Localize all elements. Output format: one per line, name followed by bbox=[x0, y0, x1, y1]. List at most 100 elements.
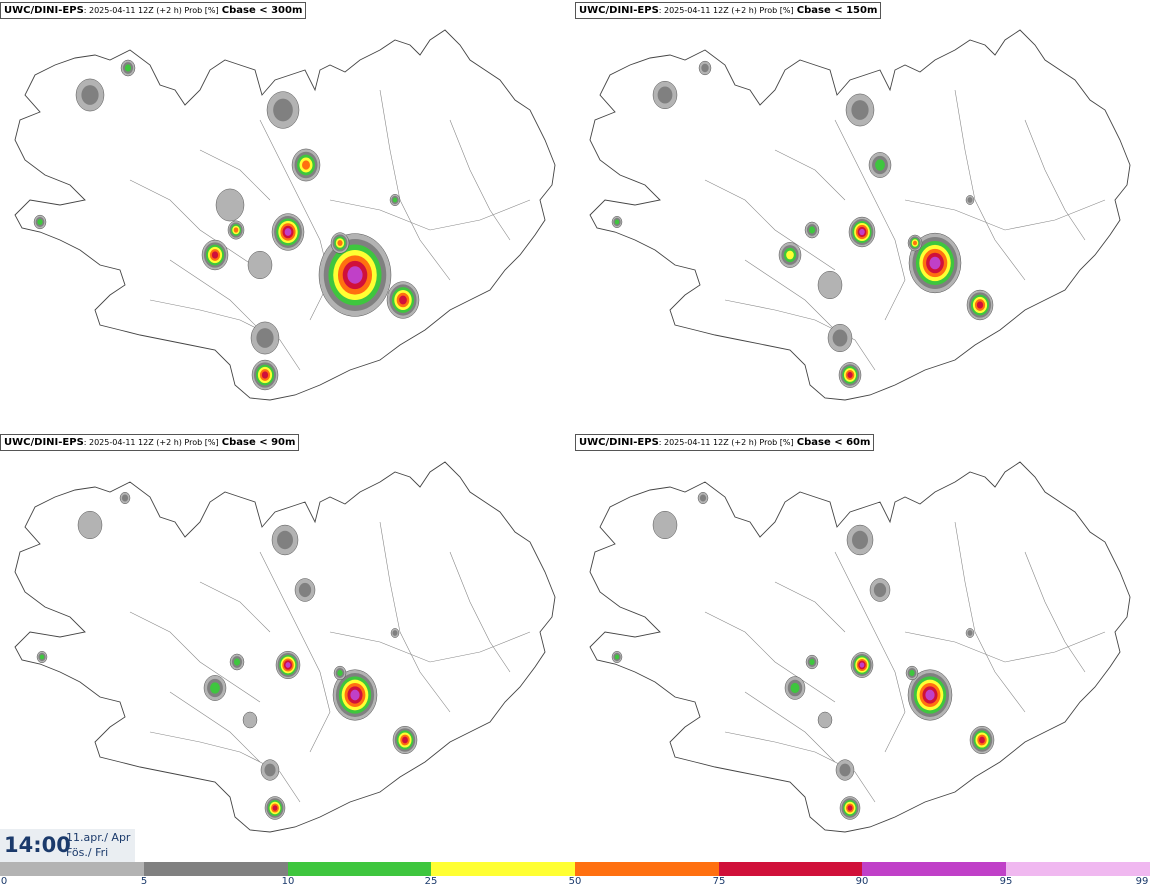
probability-area bbox=[389, 194, 401, 206]
probability-contour bbox=[81, 85, 99, 105]
coastline bbox=[14, 461, 556, 833]
probability-area bbox=[392, 726, 418, 755]
probability-contour bbox=[284, 228, 292, 236]
colorbar-segment-90-95 bbox=[862, 862, 1006, 876]
model-name: UWC/DINI-EPS bbox=[4, 437, 84, 448]
iceland-map bbox=[589, 29, 1131, 401]
colorbar-segment-0-5 bbox=[0, 862, 144, 876]
region-boundary bbox=[724, 299, 876, 371]
region-boundary bbox=[954, 521, 1026, 713]
probability-contour bbox=[272, 805, 278, 811]
threshold-label: Cbase < 60m bbox=[796, 437, 871, 448]
probability-contour bbox=[786, 250, 794, 260]
region-boundary bbox=[199, 149, 271, 201]
probability-contour bbox=[210, 682, 220, 694]
probability-area bbox=[869, 578, 891, 602]
probability-contour bbox=[77, 510, 103, 539]
probability-contour bbox=[976, 301, 984, 309]
valid-time-box: 14:00 11.apr./ Apr Fös./ Fri bbox=[0, 829, 135, 862]
iceland-map bbox=[14, 461, 556, 833]
valid-date: 11.apr./ Apr bbox=[66, 831, 131, 844]
probability-area bbox=[817, 271, 843, 300]
probability-area bbox=[838, 362, 862, 388]
region-boundary bbox=[904, 199, 1106, 231]
probability-contour bbox=[614, 654, 620, 660]
probability-contour bbox=[39, 654, 45, 660]
probability-area bbox=[386, 281, 420, 319]
probability-contour bbox=[614, 219, 620, 225]
probability-area bbox=[778, 242, 802, 268]
probability-area bbox=[264, 796, 286, 820]
run-info: : 2025-04-11 12Z (+2 h) Prob [%] bbox=[83, 438, 219, 447]
probability-area bbox=[250, 321, 280, 355]
region-boundary bbox=[834, 119, 906, 321]
map-panel-3: UWC/DINI-EPS: 2025-04-11 12Z (+2 h) Prob… bbox=[0, 432, 575, 862]
region-boundary bbox=[449, 551, 511, 673]
probability-contour bbox=[808, 226, 816, 234]
model-name: UWC/DINI-EPS bbox=[4, 5, 84, 16]
probability-contour bbox=[967, 630, 973, 636]
colorbar-segment-10-25 bbox=[288, 862, 431, 876]
probability-area bbox=[835, 759, 855, 781]
probability-contour bbox=[832, 329, 848, 347]
colorbar-segment-5-10 bbox=[144, 862, 288, 876]
probability-area bbox=[271, 524, 299, 556]
probability-contour bbox=[233, 658, 241, 666]
run-info: : 2025-04-11 12Z (+2 h) Prob [%] bbox=[83, 6, 219, 15]
map-panel-1: UWC/DINI-EPS: 2025-04-11 12Z (+2 h) Prob… bbox=[0, 0, 575, 430]
probability-contour bbox=[873, 582, 887, 598]
region-boundary bbox=[149, 731, 301, 803]
run-info: : 2025-04-11 12Z (+2 h) Prob [%] bbox=[658, 6, 794, 15]
probability-contour bbox=[847, 805, 853, 811]
region-boundary bbox=[379, 521, 451, 713]
probability-contour bbox=[277, 530, 293, 550]
probability-contour bbox=[273, 98, 293, 122]
probability-contour bbox=[809, 658, 815, 666]
region-boundary bbox=[954, 89, 1026, 281]
region-boundary bbox=[449, 119, 511, 241]
colorbar-segment-50-75 bbox=[575, 862, 719, 876]
probability-area bbox=[965, 195, 975, 205]
probability-area bbox=[805, 654, 819, 670]
probability-area bbox=[907, 234, 923, 252]
run-info: : 2025-04-11 12Z (+2 h) Prob [%] bbox=[658, 438, 794, 447]
probability-contour bbox=[233, 227, 239, 233]
coastline bbox=[589, 29, 1131, 401]
probability-area bbox=[839, 796, 861, 820]
probability-contour bbox=[399, 295, 407, 305]
probability-area bbox=[242, 711, 258, 729]
probability-contour bbox=[261, 371, 269, 379]
probability-contour bbox=[925, 689, 935, 701]
probability-contour bbox=[302, 160, 310, 170]
region-boundary bbox=[724, 731, 876, 803]
probability-contour bbox=[264, 763, 276, 777]
probability-contour bbox=[699, 494, 707, 502]
colorbar-tick-99: 99 bbox=[1135, 876, 1149, 887]
probability-area bbox=[229, 653, 245, 671]
probability-area bbox=[846, 524, 874, 556]
map-panel-4: UWC/DINI-EPS: 2025-04-11 12Z (+2 h) Prob… bbox=[575, 432, 1150, 862]
probability-area bbox=[827, 324, 853, 353]
region-boundary bbox=[169, 691, 261, 763]
region-boundary bbox=[329, 631, 531, 663]
colorbar-tick-25: 25 bbox=[424, 876, 438, 887]
colorbar-tick-10: 10 bbox=[281, 876, 295, 887]
probability-area bbox=[698, 60, 712, 76]
probability-contour bbox=[337, 669, 343, 677]
region-boundary bbox=[704, 611, 836, 703]
probability-area bbox=[333, 665, 347, 681]
panel-title: UWC/DINI-EPS: 2025-04-11 12Z (+2 h) Prob… bbox=[575, 2, 882, 19]
iceland-map bbox=[14, 29, 556, 401]
panel-title: UWC/DINI-EPS: 2025-04-11 12Z (+2 h) Prob… bbox=[0, 2, 307, 19]
probability-area bbox=[905, 665, 919, 681]
probability-contour bbox=[817, 711, 833, 729]
probability-area bbox=[120, 59, 136, 77]
probability-area bbox=[390, 628, 400, 638]
probability-area bbox=[227, 220, 245, 240]
threshold-label: Cbase < 150m bbox=[796, 5, 878, 16]
probability-contour bbox=[657, 86, 673, 104]
probability-contour bbox=[392, 630, 398, 636]
probability-contour bbox=[967, 197, 973, 203]
probability-contour bbox=[350, 689, 360, 701]
region-boundary bbox=[129, 611, 261, 703]
